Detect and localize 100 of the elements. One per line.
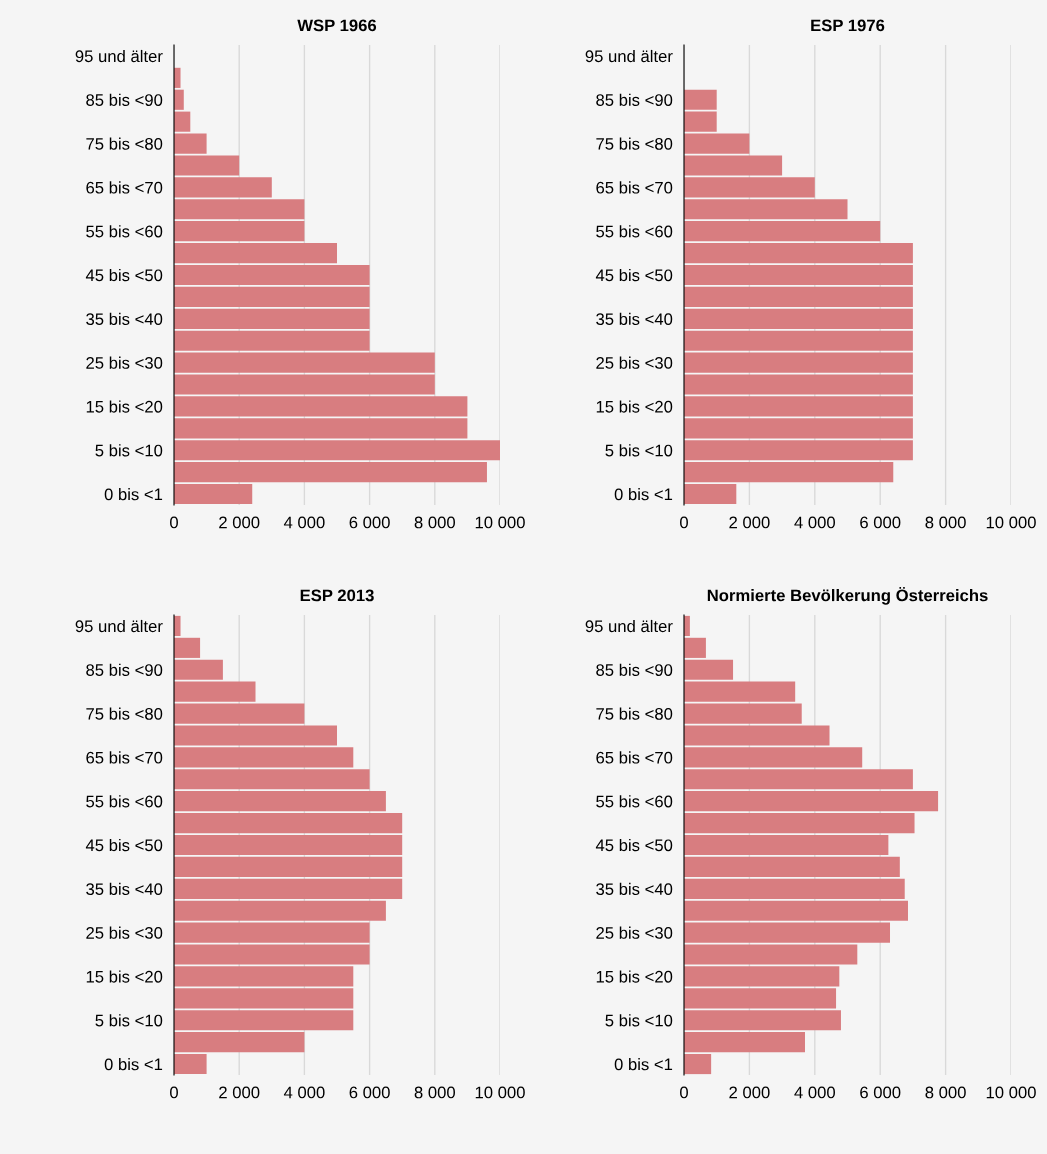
y-tick-label: 5 bis <10 — [95, 1014, 163, 1027]
y-tick-label: 5 bis <10 — [95, 444, 163, 457]
bar — [174, 483, 253, 505]
y-tick-label: 75 bis <80 — [86, 707, 163, 720]
y-tick-label: 0 bis <1 — [614, 488, 673, 501]
y-tick-label: 0 bis <1 — [104, 488, 163, 501]
x-tick-label: 8 000 — [925, 516, 966, 529]
bar — [684, 878, 905, 899]
x-tick-label: 0 — [170, 1086, 178, 1099]
x-tick-label: 6 000 — [860, 1086, 901, 1099]
y-tick-label: 55 bis <60 — [596, 225, 673, 238]
bar — [684, 462, 894, 483]
bar — [684, 813, 915, 834]
bar — [174, 199, 305, 220]
x-tick-label: 10 000 — [986, 1086, 1036, 1099]
y-tick-label: 85 bis <90 — [86, 93, 163, 106]
x-tick-label: 0 — [680, 1086, 688, 1099]
y-tick-label: 35 bis <40 — [596, 312, 673, 326]
x-tick-label: 4 000 — [794, 1086, 835, 1099]
bar — [174, 813, 403, 834]
y-tick-label: 15 bis <20 — [86, 400, 163, 413]
x-tick-label: 4 000 — [794, 516, 835, 529]
bar — [174, 834, 403, 856]
bar — [174, 856, 403, 877]
bar — [174, 1053, 207, 1075]
bar — [684, 791, 939, 812]
y-tick-label: 25 bis <30 — [86, 356, 163, 369]
y-tick-label: 65 bis <70 — [596, 181, 673, 194]
x-tick-label: 10 000 — [986, 516, 1036, 529]
y-tick-label: 15 bis <20 — [596, 970, 673, 983]
bar — [174, 791, 386, 812]
bar — [684, 199, 848, 220]
x-tick-label: 4 000 — [283, 1086, 325, 1099]
bar — [684, 440, 913, 461]
y-tick-label: 45 bis <50 — [85, 268, 163, 282]
x-tick-label: 0 — [680, 516, 688, 529]
y-tick-label: 0 bis <1 — [104, 1058, 163, 1071]
y-tick-label: 95 und älter — [75, 49, 163, 63]
y-tick-label: 45 bis <50 — [595, 838, 673, 852]
x-tick-label: 4 000 — [283, 516, 325, 529]
x-tick-label: 2 000 — [729, 1086, 770, 1099]
y-tick-label: 45 bis <50 — [85, 838, 163, 852]
y-tick-label: 5 bis <10 — [605, 444, 673, 457]
y-tick-label: 35 bis <40 — [86, 312, 163, 326]
y-tick-label: 95 und älter — [585, 619, 673, 633]
y-tick-label: 35 bis <40 — [86, 882, 163, 896]
bar — [174, 769, 370, 790]
bar — [684, 483, 737, 505]
y-tick-label: 15 bis <20 — [596, 400, 673, 413]
y-tick-label: 0 bis <1 — [614, 1058, 673, 1071]
x-tick-label: 8 000 — [414, 1086, 455, 1099]
y-tick-label: 45 bis <50 — [595, 268, 673, 282]
bar — [174, 89, 184, 110]
bar — [684, 308, 913, 329]
bar — [174, 1010, 354, 1031]
bar — [174, 264, 370, 286]
bar — [684, 637, 706, 658]
bar — [684, 900, 908, 921]
bar — [174, 878, 403, 899]
x-tick-label: 2 000 — [729, 516, 770, 529]
x-tick-label: 8 000 — [925, 1086, 966, 1099]
bar — [174, 243, 337, 264]
y-tick-label: 85 bis <90 — [86, 663, 163, 676]
y-tick-label: 85 bis <90 — [596, 93, 673, 106]
x-tick-label: 10 000 — [475, 516, 525, 529]
y-tick-label: 35 bis <40 — [596, 882, 673, 896]
y-tick-label: 75 bis <80 — [596, 707, 673, 720]
bar — [174, 1032, 305, 1053]
y-tick-label: 5 bis <10 — [605, 1014, 673, 1027]
bar — [684, 264, 913, 286]
y-tick-label: 75 bis <80 — [86, 137, 163, 150]
bar — [174, 900, 386, 921]
bar — [684, 286, 913, 307]
bar — [174, 615, 181, 637]
bar — [684, 89, 717, 110]
chart-title: ESP 2013 — [300, 589, 374, 602]
bar — [174, 330, 370, 351]
y-tick-label: 25 bis <30 — [86, 926, 163, 939]
y-tick-label: 25 bis <30 — [596, 926, 673, 939]
x-tick-label: 2 000 — [219, 1086, 260, 1099]
x-tick-label: 6 000 — [349, 1086, 390, 1099]
y-tick-label: 65 bis <70 — [596, 751, 673, 764]
bar — [174, 659, 223, 680]
bar — [684, 834, 889, 856]
bar — [174, 637, 201, 658]
bar — [174, 462, 487, 483]
x-tick-label: 8 000 — [414, 516, 455, 529]
y-tick-label: 95 und älter — [75, 619, 163, 633]
bar — [174, 221, 305, 242]
chart-title: WSP 1966 — [297, 19, 377, 32]
y-tick-label: 55 bis <60 — [86, 795, 163, 808]
chart-title: ESP 1976 — [811, 19, 885, 32]
bar — [684, 1053, 712, 1075]
bar — [684, 1032, 805, 1053]
x-tick-label: 2 000 — [219, 516, 260, 529]
y-tick-label: 55 bis <60 — [596, 795, 673, 808]
bar — [684, 1010, 841, 1031]
bar — [174, 308, 370, 329]
y-tick-label: 95 und älter — [585, 49, 673, 63]
bar — [684, 221, 881, 242]
